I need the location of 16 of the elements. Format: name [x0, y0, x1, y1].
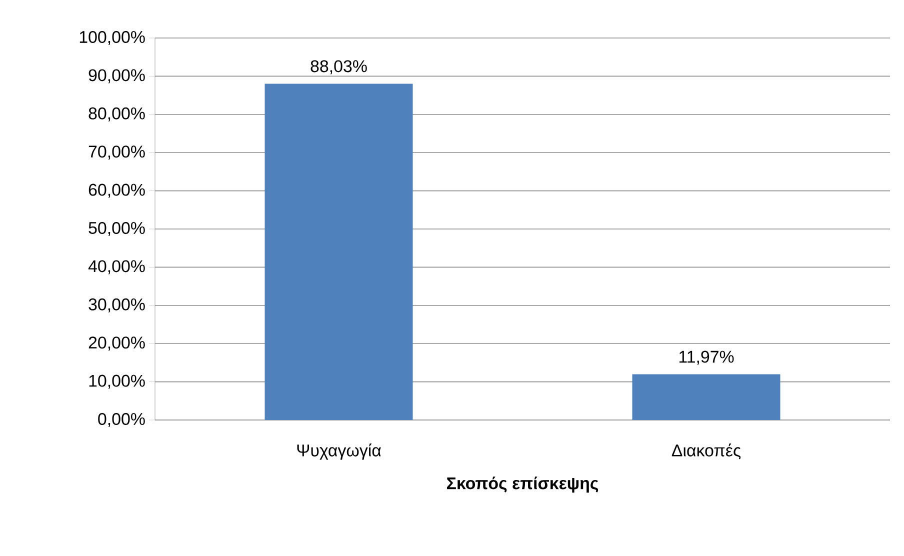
y-tick-label: 90,00% [88, 69, 145, 84]
y-tick-label: 20,00% [88, 336, 145, 351]
y-tick-label: 70,00% [88, 146, 145, 160]
y-tick-label: 100,00% [80, 30, 145, 45]
x-tick-label: Διακοπές [672, 444, 741, 460]
y-tick-label: 80,00% [88, 107, 145, 122]
y-tick-label: 0,00% [98, 413, 145, 427]
y-tick-label: 10,00% [89, 374, 145, 389]
y-tick-label: 50,00% [88, 222, 145, 236]
data-label: 88,03% [310, 60, 367, 74]
x-tick-label: Ψυχαγωγία [297, 444, 381, 460]
y-tick-label: 40,00% [88, 260, 145, 274]
y-tick-label: 60,00% [88, 184, 145, 198]
y-tick-label: 30,00% [88, 298, 145, 312]
x-axis-title: Σκοπός επίσκεψης [447, 476, 598, 493]
data-label: 11,97% [679, 350, 734, 365]
